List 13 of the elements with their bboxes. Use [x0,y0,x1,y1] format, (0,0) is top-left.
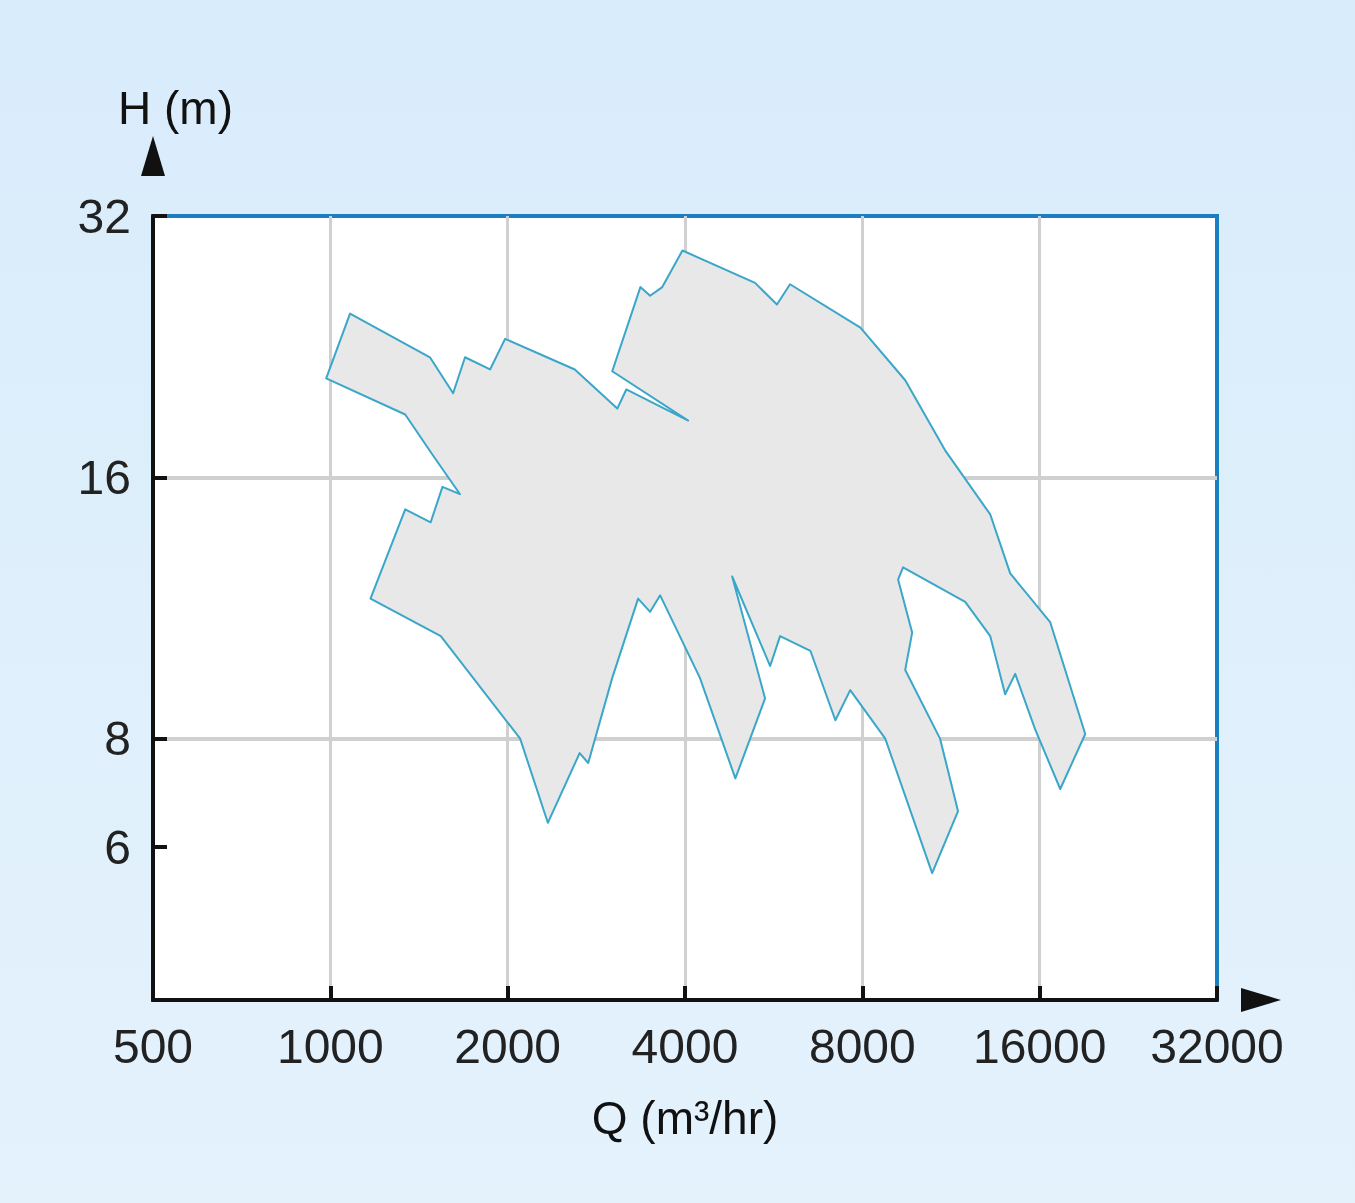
x-tick-label: 32000 [1150,1019,1284,1073]
y-tick-label: 6 [104,820,131,874]
x-tick-label: 16000 [972,1019,1107,1073]
y-axis-title: H (m) [118,82,233,134]
x-tick-label: 500 [112,1019,194,1073]
x-tick-label: 2000 [454,1019,562,1073]
x-tick-label: 8000 [808,1019,916,1073]
y-tick-label: 16 [77,450,131,504]
y-tick-label: 8 [104,712,131,766]
x-tick-label: 1000 [276,1019,384,1073]
x-tick-label: 4000 [631,1019,739,1073]
x-axis-title: Q (m³/hr) [591,1092,779,1144]
y-tick-label: 32 [77,189,131,243]
